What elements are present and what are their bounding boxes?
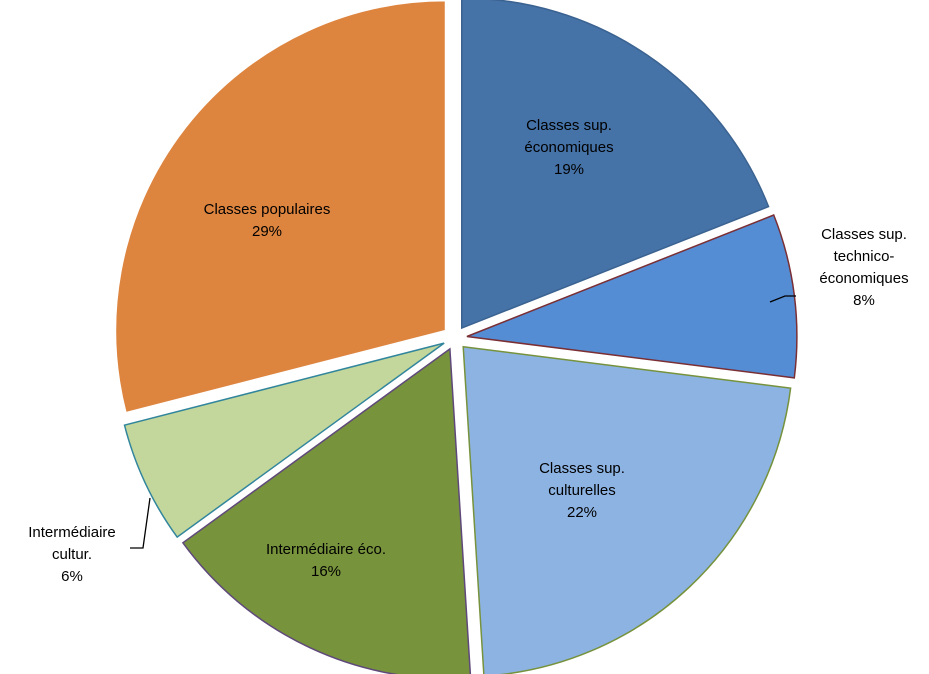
slice-percent-label: 22% [567,504,597,521]
leader-line-intermediaire-cultur [130,497,151,549]
pie-slice-intermediaire-cultur [123,342,445,539]
slice-name-line: Classes sup. [821,226,907,243]
slice-name-line: cultur. [52,546,92,563]
slice-name-line: technico- [834,248,895,265]
slice-percent-label: 8% [853,292,875,309]
slice-label-intermediaire-eco: Intermédiaire éco. 16% [266,541,386,580]
pie-slices [114,0,798,674]
pie-slice-intermediaire-eco [181,347,472,674]
slice-percent-label: 6% [61,568,83,585]
slice-name-line: culturelles [548,482,616,499]
pie-slice-classes-sup-technico-economiques [466,214,798,379]
slice-name-line: Classes sup. [539,460,625,477]
slice-name-line: économiques [524,139,613,156]
slice-name-line: économiques [819,270,908,287]
slice-name-line: Intermédiaire éco. [266,541,386,558]
slice-percent-label: 29% [252,223,282,240]
slice-labels: Classes sup. économiques 19% Classes sup. te… [28,117,908,585]
slice-name-line: Classes sup. [526,117,612,134]
pie-slice-classes-populaires [114,0,447,414]
leader-lines [130,295,796,549]
leader-line-classes-sup-technico-economiques [769,295,796,303]
slice-name-line: Intermédiaire [28,524,116,541]
pie-slice-classes-sup-culturelles [462,345,792,674]
slice-percent-label: 19% [554,161,584,178]
pie-slice-classes-sup-economiques [460,0,770,330]
slice-label-classes-sup-culturelles: Classes sup. culturelles 22% [539,460,625,521]
slice-percent-label: 16% [311,563,341,580]
slice-label-intermediaire-cultur: Intermédiaire cultur. 6% [28,524,116,585]
slice-label-classes-populaires: Classes populaires 29% [204,201,331,240]
slice-label-classes-sup-economiques: Classes sup. économiques 19% [524,117,613,178]
slice-label-classes-sup-technico-economiques: Classes sup. technico-économiques 8% [819,226,908,309]
slice-name-line: Classes populaires [204,201,331,218]
